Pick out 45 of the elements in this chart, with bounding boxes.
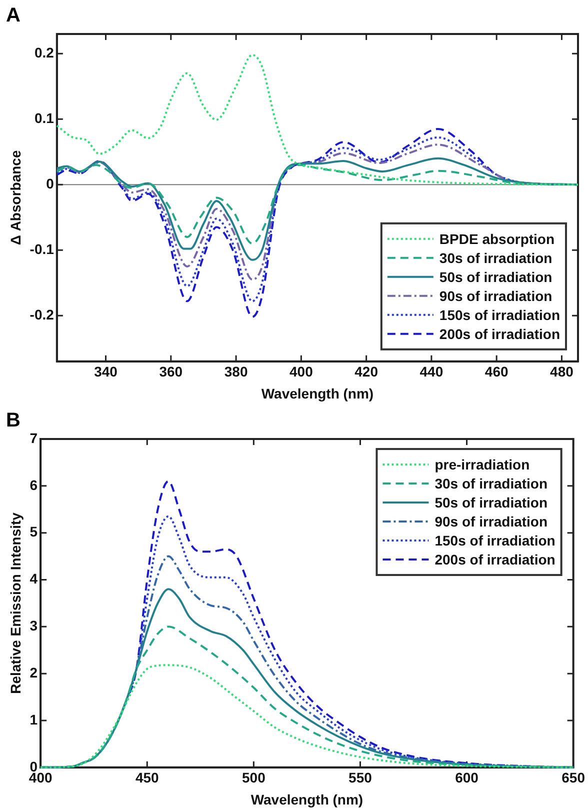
x-tick-label: 400	[290, 364, 314, 380]
legend-label: 30s of irradiation	[439, 250, 552, 266]
legend-label: 150s of irradiation	[434, 532, 556, 548]
y-tick-label: -0.1	[30, 240, 54, 257]
x-tick-label: 550	[348, 770, 372, 786]
y-tick-label: 5	[30, 524, 38, 540]
legend-label: pre-irradiation	[434, 456, 530, 472]
legend-label: 90s of irradiation	[439, 288, 552, 304]
legend-label: 150s of irradiation	[439, 306, 560, 323]
x-tick-label: 380	[224, 364, 248, 380]
y-axis-title: Relative Emission Intensity	[7, 512, 24, 694]
legend-label: 30s of irradiation	[434, 475, 548, 492]
legend-label: 200s of irradiation	[439, 326, 560, 342]
y-tick-label: 1	[30, 711, 38, 728]
x-tick-label: 440	[420, 364, 444, 380]
x-tick-label: 450	[135, 770, 160, 786]
x-tick-label: 500	[242, 770, 266, 786]
y-tick-label: 2	[30, 664, 38, 680]
x-tick-label: 360	[159, 364, 183, 380]
x-tick-label: 480	[550, 364, 574, 380]
y-tick-label: 0	[30, 758, 38, 774]
y-tick-label: 3	[30, 618, 38, 634]
y-tick-label: 0.1	[34, 110, 54, 126]
x-tick-label: 460	[484, 364, 508, 380]
y-axis-title: Δ Absorbance	[7, 150, 24, 246]
chart-title: B	[6, 410, 20, 432]
legend-label: BPDE absorption	[439, 230, 555, 247]
legend-label: 90s of irradiation	[434, 513, 548, 530]
y-tick-label: 6	[30, 476, 38, 493]
chart-title: A	[6, 4, 20, 27]
y-tick-label: 4	[30, 570, 38, 587]
legend-label: 50s of irradiation	[434, 494, 548, 510]
y-tick-label: -0.2	[30, 306, 54, 322]
x-tick-label: 340	[94, 364, 118, 380]
x-axis-title: Wavelength (nm)	[261, 385, 374, 402]
line-series	[56, 54, 579, 186]
x-axis-title: Wavelength (nm)	[250, 791, 364, 808]
y-tick-label: 7	[30, 430, 38, 446]
x-tick-label: 650	[562, 770, 586, 786]
y-tick-label: 0.2	[34, 44, 54, 61]
y-tick-label: 0	[46, 175, 54, 192]
x-tick-label: 420	[354, 364, 378, 380]
x-tick-label: 600	[455, 770, 479, 786]
legend-label: 50s of irradiation	[439, 268, 552, 285]
legend-label: 200s of irradiation	[434, 551, 556, 568]
